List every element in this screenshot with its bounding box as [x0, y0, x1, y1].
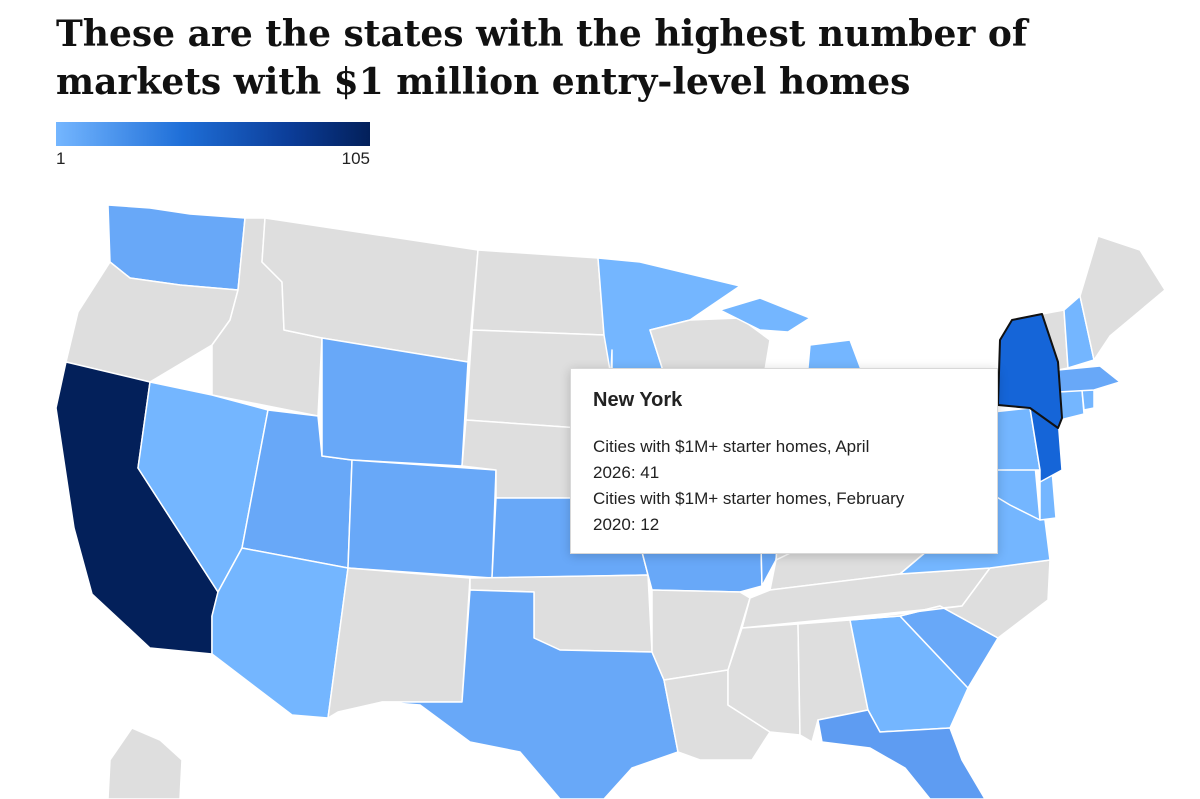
legend-gradient-bar: [56, 122, 370, 146]
state-maine[interactable]: [1079, 235, 1166, 361]
state-florida[interactable]: [817, 709, 986, 799]
state-wyoming[interactable]: [321, 337, 469, 467]
tooltip-state-name: New York: [593, 389, 683, 411]
tooltip-february-2020: Cities with $1M+ starter homes, February…: [593, 489, 905, 534]
state-new-york[interactable]: [997, 313, 1063, 429]
legend-max-label: 105: [341, 149, 370, 168]
state-massachusetts[interactable]: [1057, 365, 1121, 393]
color-legend: 1 105: [56, 122, 370, 168]
state-north-dakota[interactable]: [471, 249, 605, 336]
tooltip-april-2026: Cities with $1M+ starter homes, April 20…: [593, 437, 870, 482]
state-colorado[interactable]: [347, 459, 497, 579]
state-alaska[interactable]: [107, 727, 183, 799]
state-texas[interactable]: [381, 589, 679, 799]
state-new-mexico[interactable]: [327, 567, 471, 719]
legend-min-label: 1: [56, 149, 66, 168]
state-tooltip: New York Cities with $1M+ starter homes,…: [570, 368, 998, 554]
state-arizona[interactable]: [211, 547, 349, 719]
chart-title: These are the states with the highest nu…: [56, 13, 1028, 103]
state-rhode-island[interactable]: [1081, 389, 1095, 411]
